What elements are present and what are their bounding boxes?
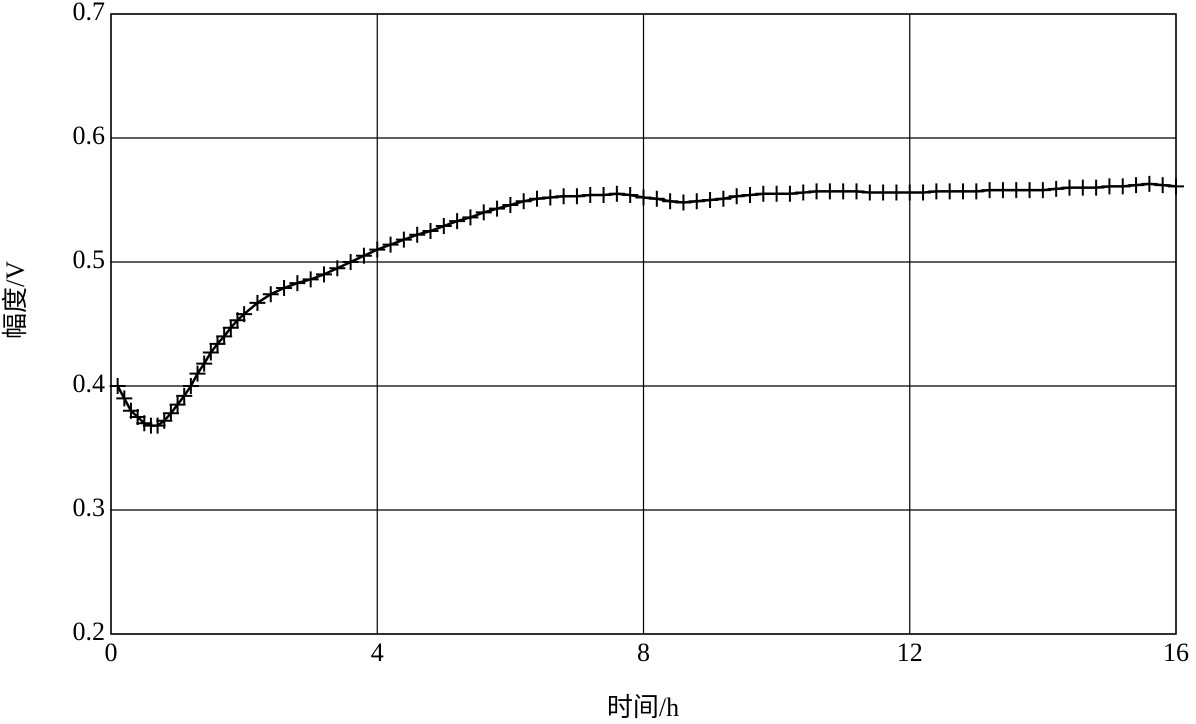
plus-marker [435, 218, 452, 235]
plus-marker [728, 188, 745, 205]
plus-marker [169, 396, 186, 413]
y-tick-label: 0.5 [73, 245, 106, 274]
plus-marker [222, 319, 239, 336]
plus-marker [1088, 179, 1105, 196]
plus-marker [742, 187, 758, 204]
plus-marker [489, 200, 506, 217]
plus-marker [316, 266, 332, 283]
plus-marker [515, 193, 532, 210]
x-tick-label: 4 [371, 638, 384, 667]
plus-marker [355, 247, 372, 264]
plus-marker [968, 183, 985, 200]
plus-marker [189, 365, 206, 382]
plus-marker [568, 188, 585, 205]
plus-marker [662, 193, 679, 210]
plus-marker [688, 193, 705, 210]
plus-marker [236, 306, 253, 323]
x-tick-label: 0 [105, 638, 118, 667]
y-tick-label: 0.6 [73, 121, 106, 150]
plus-marker [262, 286, 279, 303]
x-tick-label: 16 [1163, 638, 1189, 667]
plus-marker [622, 187, 639, 204]
plus-marker [1168, 178, 1184, 195]
plus-marker [302, 271, 319, 288]
plus-marker [795, 184, 812, 201]
plus-marker [182, 378, 199, 394]
plus-marker [136, 415, 153, 432]
plus-marker [1154, 177, 1171, 194]
plus-marker [542, 189, 559, 206]
y-tick-label: 0.7 [73, 0, 106, 26]
plus-marker [1114, 178, 1131, 195]
y-tick-label: 0.2 [73, 617, 106, 646]
plus-marker [409, 226, 426, 243]
plus-marker [162, 405, 179, 422]
plus-marker [109, 378, 126, 394]
plus-marker [648, 190, 665, 207]
plus-marker [329, 260, 346, 277]
plus-marker [635, 189, 652, 206]
plus-marker [915, 184, 932, 201]
plus-marker [781, 185, 798, 202]
plus-marker [449, 213, 466, 230]
plus-marker [702, 192, 719, 208]
plus-marker [342, 254, 359, 270]
plus-marker [196, 355, 213, 372]
plus-marker [595, 187, 612, 204]
y-tick-label: 0.3 [73, 493, 106, 522]
x-axis-label: 时间/h [607, 693, 679, 722]
plus-marker [202, 344, 219, 361]
plus-marker [369, 241, 386, 258]
plus-marker [502, 196, 519, 213]
plus-marker [116, 390, 133, 407]
plus-marker [529, 190, 545, 207]
x-tick-label: 8 [637, 638, 650, 667]
plus-marker [289, 275, 306, 292]
plus-marker [382, 236, 399, 253]
plus-marker [395, 231, 412, 248]
y-tick-label: 0.4 [73, 369, 106, 398]
plus-marker [475, 204, 492, 221]
plus-marker [1048, 180, 1065, 197]
plus-marker [715, 190, 732, 207]
plus-marker [675, 194, 692, 211]
plus-marker [156, 412, 173, 429]
x-tick-label: 12 [897, 638, 923, 667]
plus-marker [249, 294, 266, 311]
plus-marker [462, 209, 479, 226]
plus-marker [608, 185, 625, 202]
plus-marker [1034, 182, 1051, 199]
plus-marker [848, 183, 865, 200]
data-line [116, 182, 1177, 427]
plus-marker [209, 335, 226, 352]
plus-marker [276, 280, 293, 297]
plus-marker [422, 223, 439, 239]
plus-marker [176, 387, 193, 404]
plus-marker [1128, 177, 1145, 194]
plus-marker [1141, 175, 1158, 192]
y-axis-label: 幅度/V [1, 261, 30, 339]
plus-marker [216, 328, 233, 345]
